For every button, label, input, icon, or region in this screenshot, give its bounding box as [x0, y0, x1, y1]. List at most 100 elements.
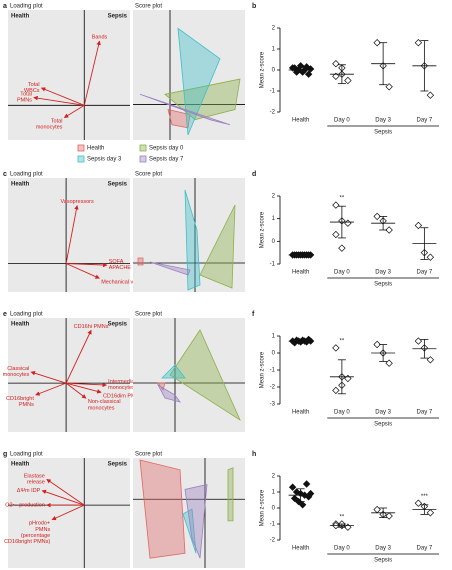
y-axis-label: Mean z-score	[260, 351, 266, 388]
score-hull	[156, 383, 181, 403]
loading-arrow	[65, 263, 100, 279]
loading-label: CD16dim PMNs	[103, 394, 143, 400]
data-point	[373, 39, 381, 47]
data-point	[414, 499, 423, 507]
loading-label: Mechanical ventilation	[101, 280, 155, 286]
data-point	[290, 494, 299, 503]
panel-letter: g	[3, 451, 7, 458]
loading-arrow	[83, 40, 101, 106]
x-tick-label: Day 0	[334, 410, 350, 416]
y-tick-label: 1	[272, 216, 276, 222]
score-hull	[137, 257, 144, 266]
x-tick-label: Day 7	[417, 410, 433, 416]
data-point	[288, 483, 297, 491]
x-tick-label: Health	[292, 118, 309, 124]
score-hull	[149, 261, 191, 276]
loading-label: ΔΨm IDP	[17, 488, 41, 494]
loading-arrow	[33, 95, 85, 106]
x-tick-label: Day 3	[375, 410, 391, 416]
data-point	[332, 344, 340, 352]
x-tick-label: Day 0	[334, 118, 350, 124]
loading-label: Total PMNs	[17, 92, 32, 104]
score-hull	[227, 467, 234, 522]
right-label: Sepsis	[108, 462, 128, 468]
loading-label: Vasopressors	[61, 199, 94, 205]
group-label: Sepsis	[374, 558, 392, 564]
loading-arrow	[66, 382, 107, 388]
panel-letter: c	[3, 171, 7, 178]
loading-label: CD16hi PMNs	[74, 324, 109, 330]
loading-label: Bands	[92, 35, 108, 41]
plot-title: Loading plot	[10, 4, 43, 10]
loading-arrow	[65, 382, 102, 394]
data-point	[344, 523, 352, 531]
x-tick-label: Day 7	[417, 118, 433, 124]
score-hull	[199, 204, 236, 289]
significance: **	[340, 338, 345, 344]
data-point	[373, 340, 381, 349]
y-tick-label: 2	[272, 194, 276, 200]
panel-letter: a	[3, 3, 7, 10]
x-tick-label: Day 0	[334, 270, 350, 276]
y-tick-label: 2	[272, 26, 276, 32]
loading-arrow	[35, 382, 67, 396]
panel-letter: h	[252, 451, 256, 458]
data-point	[385, 226, 393, 234]
panel-letter: b	[252, 3, 256, 10]
panel-bg	[133, 10, 245, 140]
data-point	[414, 39, 423, 47]
panel-bg	[133, 318, 245, 432]
loading-arrow	[46, 478, 85, 506]
loading-label: Intermediate monocytes	[108, 379, 139, 391]
panel-letter: f	[252, 311, 255, 318]
right-label: Sepsis	[108, 14, 128, 20]
left-label: Health	[11, 462, 30, 468]
data-point	[426, 253, 435, 261]
legend-label: Sepsis day 0	[149, 146, 184, 152]
data-point	[344, 374, 352, 383]
data-point	[373, 212, 381, 221]
loading-label: Non-classical monocytes	[88, 400, 121, 412]
data-point	[344, 76, 352, 85]
x-tick-label: Day 0	[334, 546, 350, 552]
data-point	[414, 221, 423, 230]
legend-swatch	[77, 155, 85, 163]
data-point	[332, 230, 340, 239]
loading-label: O2•− production	[5, 503, 45, 509]
left-label: Health	[11, 14, 30, 20]
group-label: Sepsis	[374, 130, 392, 136]
plot-title: Loading plot	[10, 172, 43, 178]
loading-label: Elastase release	[24, 474, 45, 486]
y-axis-label: Mean z-score	[260, 211, 266, 248]
loading-label: Total WBCs	[24, 82, 40, 94]
legend-label: Sepsis day 7	[149, 157, 184, 163]
x-tick-label: Health	[292, 270, 309, 276]
loading-arrow	[30, 371, 67, 384]
score-hull	[182, 508, 197, 554]
data-point	[373, 505, 381, 514]
panel-letter: e	[3, 311, 7, 318]
plot-title: Score plot	[135, 312, 162, 318]
loading-label: Classical monocytes	[3, 366, 30, 378]
data-point	[332, 386, 340, 395]
panel-bg	[8, 458, 130, 568]
loading-arrow	[63, 104, 85, 118]
x-tick-label: Health	[292, 546, 309, 552]
significance: **	[340, 196, 345, 202]
loading-arrow	[65, 382, 87, 399]
plot-title: Loading plot	[10, 312, 43, 318]
y-tick-label: 1	[272, 490, 276, 496]
data-point	[298, 501, 307, 509]
loading-label: SOFA APACHE II	[109, 259, 136, 271]
panel-bg	[8, 318, 130, 432]
plot-title: Score plot	[135, 4, 162, 10]
data-point	[306, 489, 315, 498]
left-label: Health	[11, 182, 30, 188]
y-tick-label: -2	[270, 110, 276, 116]
loading-arrow	[66, 262, 108, 268]
plot-title: Score plot	[135, 172, 162, 178]
score-hull	[139, 93, 231, 126]
data-point	[332, 60, 340, 68]
data-point	[332, 201, 340, 209]
